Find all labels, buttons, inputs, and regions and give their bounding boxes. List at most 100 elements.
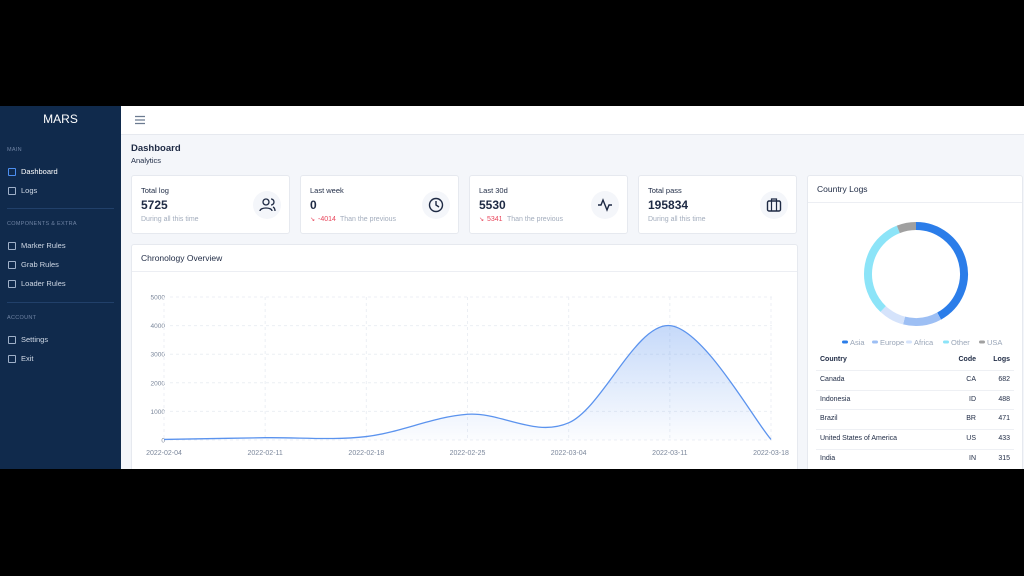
icon <box>766 198 782 212</box>
page-title: Dashboard <box>131 143 181 154</box>
stat-label: Last 30d <box>479 186 508 195</box>
nav-label: Logs <box>21 185 38 195</box>
trend-icon: ↘ <box>310 217 316 223</box>
page-subtitle: Analytics <box>131 156 162 165</box>
legend-label: Other <box>951 338 970 346</box>
stat-icon <box>422 191 450 219</box>
stat-icon <box>760 191 788 219</box>
card-title: Country Logs <box>817 184 868 194</box>
y-tick-label: 2000 <box>151 380 166 387</box>
icon <box>598 198 612 212</box>
cell: ID <box>969 395 976 403</box>
legend-swatch <box>943 340 949 344</box>
legend-label: Africa <box>914 338 934 346</box>
nav-item[interactable]: Dashboard <box>7 166 114 178</box>
cell: 682 <box>998 376 1010 383</box>
brand: MARS <box>43 112 78 126</box>
cell: IN <box>969 454 976 462</box>
area <box>164 325 771 440</box>
nav-item[interactable]: Grab Rules <box>7 259 114 271</box>
divider <box>7 302 114 303</box>
topbar <box>121 106 1024 135</box>
divider <box>132 271 797 272</box>
donut-chart: Asia Europe Africa Other USA <box>842 222 1002 346</box>
icon <box>259 198 276 212</box>
cell: US <box>966 435 976 443</box>
nav-item[interactable]: Settings <box>7 334 114 346</box>
nav-icon <box>8 241 16 250</box>
stat-value: 0 <box>310 198 317 212</box>
country-card: Country Logs Asia Europe Africa Other USA Co… <box>807 175 1023 469</box>
nav-label: Grab Rules <box>21 259 59 269</box>
trend-icon: ↘ <box>479 217 485 223</box>
chronology-card: Chronology Overview 0 1000 2000 3000 4000 500… <box>131 244 798 469</box>
y-tick-label: 4000 <box>151 323 166 330</box>
stat-value: 5530 <box>479 198 506 212</box>
x-tick-label: 2022-03-04 <box>551 450 587 457</box>
stat-icon <box>591 191 619 219</box>
legend-swatch <box>979 340 985 344</box>
line <box>163 324 772 441</box>
stat-value: 5725 <box>141 198 168 212</box>
row-divider <box>816 429 1014 431</box>
donut-segment <box>864 225 900 312</box>
nav-icon <box>8 260 16 269</box>
nav-icon <box>8 186 16 195</box>
cell: Brazil <box>820 415 838 423</box>
row-divider <box>816 448 1014 450</box>
stat-note: During all this time <box>141 216 199 223</box>
donut-segment <box>915 222 968 320</box>
section-label: COMPONENTS & EXTRA <box>7 221 77 227</box>
stat-card: Last week 0 ↘ -4014 Than the previous <box>300 175 459 234</box>
row-divider <box>816 389 1014 391</box>
x-tick-label: 2022-02-11 <box>248 450 283 457</box>
cell: India <box>820 454 836 462</box>
line-chart: 0 1000 2000 3000 4000 5000 2022-02-04 2022-02-1… <box>146 295 789 458</box>
cell: BR <box>966 415 976 423</box>
cell: CA <box>966 376 976 383</box>
divider <box>7 208 114 209</box>
cell: 433 <box>998 435 1010 443</box>
cell: United States of America <box>820 435 898 443</box>
cell: 488 <box>998 395 1010 403</box>
legend-swatch <box>872 340 878 344</box>
donut-segment <box>896 222 917 234</box>
stat-note: Than the previous <box>340 216 397 223</box>
nav-label: Marker Rules <box>21 240 66 250</box>
stat-label: Last week <box>310 186 344 195</box>
nav-icon <box>8 335 16 344</box>
x-tick-label: 2022-03-18 <box>753 450 789 457</box>
legend-label: Asia <box>850 338 865 346</box>
nav-item[interactable]: Exit <box>7 353 114 365</box>
donut-segment <box>880 305 906 325</box>
x-tick-label: 2022-02-04 <box>146 450 182 457</box>
nav-item[interactable]: Logs <box>7 185 114 197</box>
cell: Canada <box>820 376 845 383</box>
y-tick-label: 1000 <box>151 409 166 416</box>
nav-item[interactable]: Marker Rules <box>7 240 114 252</box>
legend-label: USA <box>987 338 1002 346</box>
nav-item[interactable]: Loader Rules <box>7 278 114 290</box>
legend-label: Europe <box>880 338 904 346</box>
cell: 315 <box>998 454 1010 462</box>
cell: 471 <box>998 415 1010 423</box>
menu-button[interactable] <box>134 115 146 125</box>
divider <box>808 202 1022 203</box>
stat-value: 195834 <box>648 198 689 212</box>
app: MARS MAIN Dashboard Logs COMPONENTS & EXTRA… <box>0 106 1024 469</box>
x-tick-label: 2022-03-11 <box>652 450 687 457</box>
legend-swatch <box>906 340 912 344</box>
x-tick-label: 2022-02-18 <box>348 450 384 457</box>
stat-card: Last 30d 5530 ↘ 5341 Than the previous <box>469 175 628 234</box>
stat-note: During all this time <box>648 216 706 223</box>
stat-card: Total log 5725 During all this time <box>131 175 290 234</box>
nav-icon <box>8 279 16 288</box>
stat-change: 5341 <box>487 216 503 223</box>
cell: Indonesia <box>820 395 851 403</box>
x-tick-label: 2022-02-25 <box>450 450 486 457</box>
stat-label: Total pass <box>648 186 682 195</box>
row-divider <box>816 370 1014 371</box>
y-tick-label: 0 <box>161 438 165 445</box>
nav-label: Exit <box>21 353 34 363</box>
